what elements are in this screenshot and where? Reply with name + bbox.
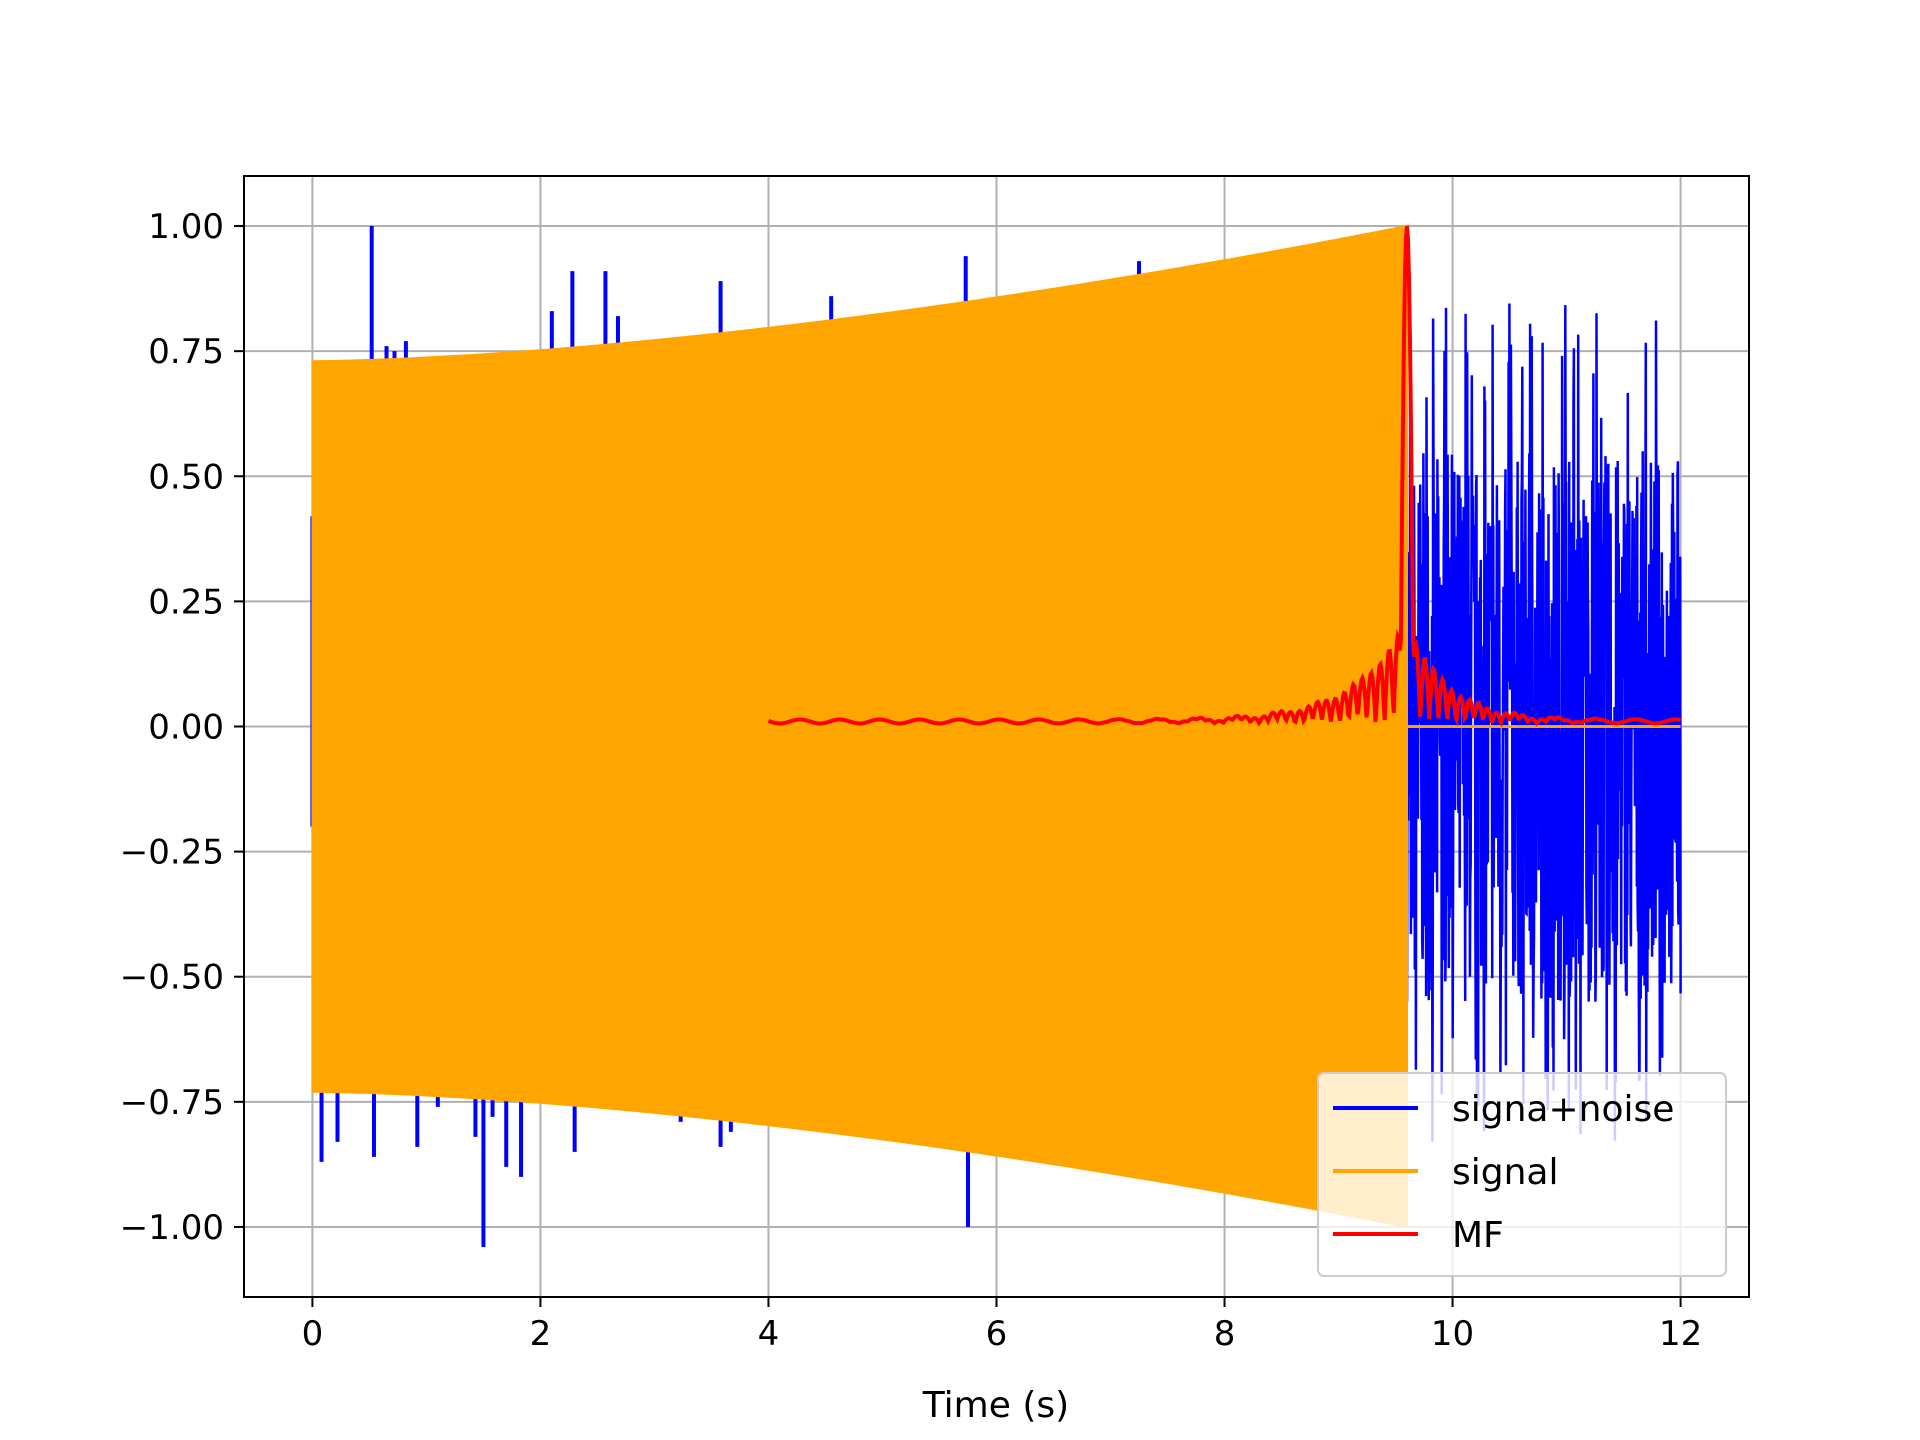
x-tick-label: 6 — [986, 1314, 1008, 1354]
signal-envelope — [311, 224, 1408, 1229]
legend-box — [1317, 1072, 1727, 1277]
axis-ticks: 0 2 4 6 8 10 12 1.00 0.75 0.50 0.25 0.00 −0.25 −0.50 −… — [120, 207, 1702, 1354]
legend-label-signal-noise: signa+noise — [1452, 1089, 1674, 1130]
y-tick-label: 0.00 — [148, 707, 224, 747]
x-tick-label: 12 — [1659, 1314, 1702, 1354]
x-tick-label: 4 — [758, 1314, 780, 1354]
x-tick-label: 8 — [1214, 1314, 1236, 1354]
legend: signa+noise signal MF — [1317, 1072, 1727, 1277]
y-tick-label: −0.75 — [120, 1083, 224, 1123]
x-tick-label: 2 — [530, 1314, 552, 1354]
y-tick-label: −0.50 — [120, 958, 224, 998]
y-tick-label: 1.00 — [148, 207, 224, 247]
plot-area — [310, 224, 1682, 1247]
legend-label-mf: MF — [1452, 1215, 1504, 1256]
y-tick-label: −0.25 — [120, 833, 224, 873]
y-tick-label: 0.50 — [148, 457, 224, 497]
x-tick-label: 0 — [302, 1314, 324, 1354]
y-tick-label: −1.00 — [120, 1208, 224, 1248]
y-tick-label: 0.25 — [148, 582, 224, 622]
x-axis-label: Time (s) — [922, 1385, 1069, 1426]
mf-trace — [767, 225, 1681, 728]
y-tick-label: 0.75 — [148, 332, 224, 372]
series-mf — [767, 225, 1681, 728]
legend-label-signal: signal — [1452, 1152, 1559, 1193]
x-tick-label: 10 — [1431, 1314, 1474, 1354]
noise-trace — [1405, 303, 1682, 1142]
